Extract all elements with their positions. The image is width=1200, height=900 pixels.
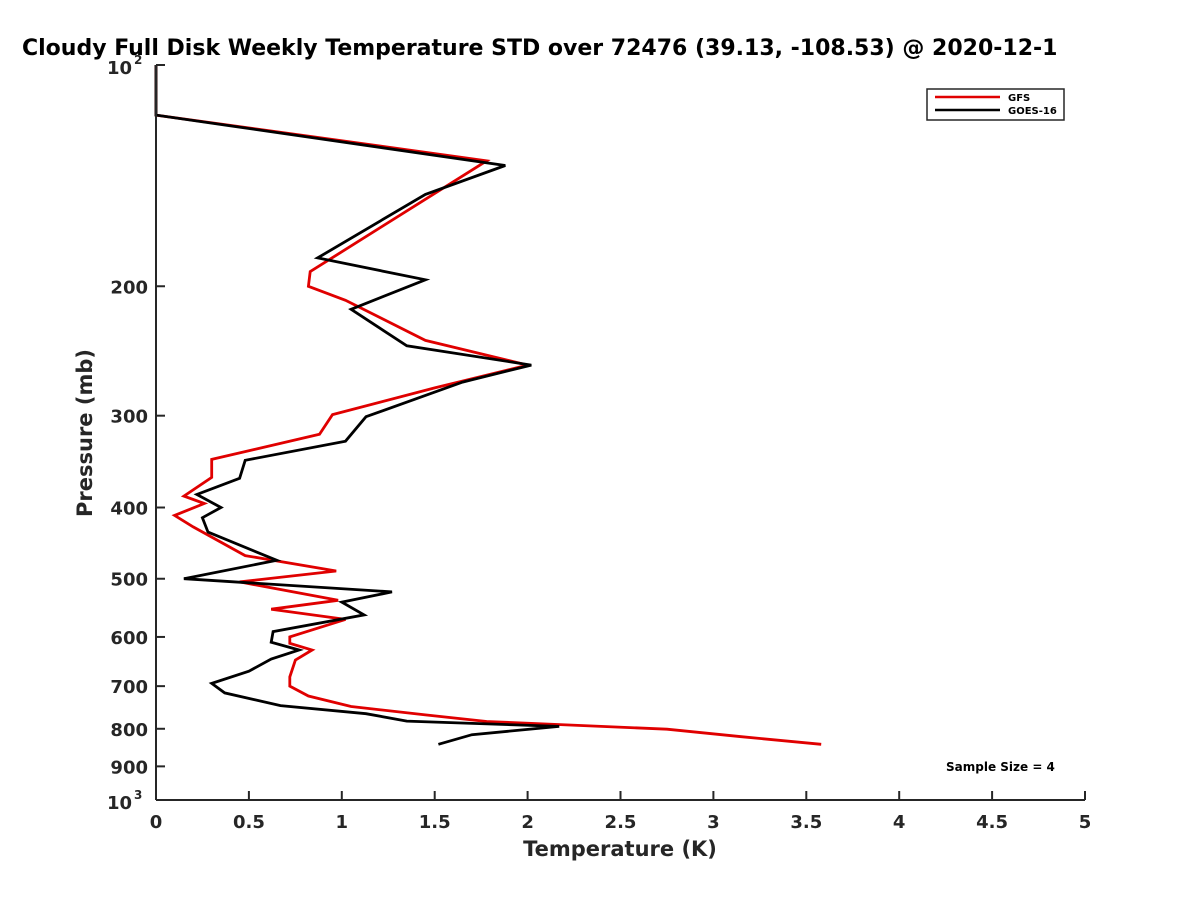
x-ticks: 0 0.5 1 1.5 2 2.5 3 3.5 4 4.5 5 <box>150 791 1092 833</box>
x-tick-label: 4.5 <box>976 812 1008 833</box>
legend-label-goes16: GOES-16 <box>1008 106 1057 117</box>
y-tick-label: 800 <box>110 720 148 741</box>
plot-lines <box>154 65 822 746</box>
chart-title: Cloudy Full Disk Weekly Temperature STD … <box>22 36 1057 61</box>
x-tick-label: 4 <box>893 812 906 833</box>
y-tick-label: 700 <box>110 677 148 698</box>
y-tick-label: 200 <box>110 277 148 298</box>
y-tick-label: 600 <box>110 628 148 649</box>
y-tick-label: 10 <box>107 793 132 814</box>
x-tick-label: 1.5 <box>419 812 451 833</box>
y-tick-exponent: 3 <box>134 788 142 802</box>
y-tick-label: 300 <box>110 407 148 428</box>
sample-size-annotation: Sample Size = 4 <box>946 760 1055 774</box>
x-axis-label: Temperature (K) <box>523 837 717 861</box>
x-tick-label: 1 <box>336 812 349 833</box>
x-tick-label: 5 <box>1079 812 1092 833</box>
y-tick-exponent: 2 <box>134 53 142 67</box>
x-tick-label: 2.5 <box>605 812 637 833</box>
x-tick-label: 3.5 <box>790 812 822 833</box>
legend-box <box>926 88 1065 121</box>
y-tick-label: 400 <box>110 499 148 520</box>
y-tick-label: 500 <box>110 570 148 591</box>
series-line-gfs <box>154 65 822 746</box>
x-tick-label: 0.5 <box>233 812 265 833</box>
y-tick-label: 10 <box>107 58 132 79</box>
y-axis-label: Pressure (mb) <box>73 349 97 517</box>
y-tick-label: 900 <box>110 757 148 778</box>
x-tick-label: 2 <box>521 812 534 833</box>
x-tick-label: 3 <box>707 812 720 833</box>
series-line-goes16 <box>154 65 560 746</box>
x-tick-label: 0 <box>150 812 163 833</box>
legend: GFS GOES-16 <box>926 88 1065 121</box>
legend-label-gfs: GFS <box>1008 93 1030 104</box>
